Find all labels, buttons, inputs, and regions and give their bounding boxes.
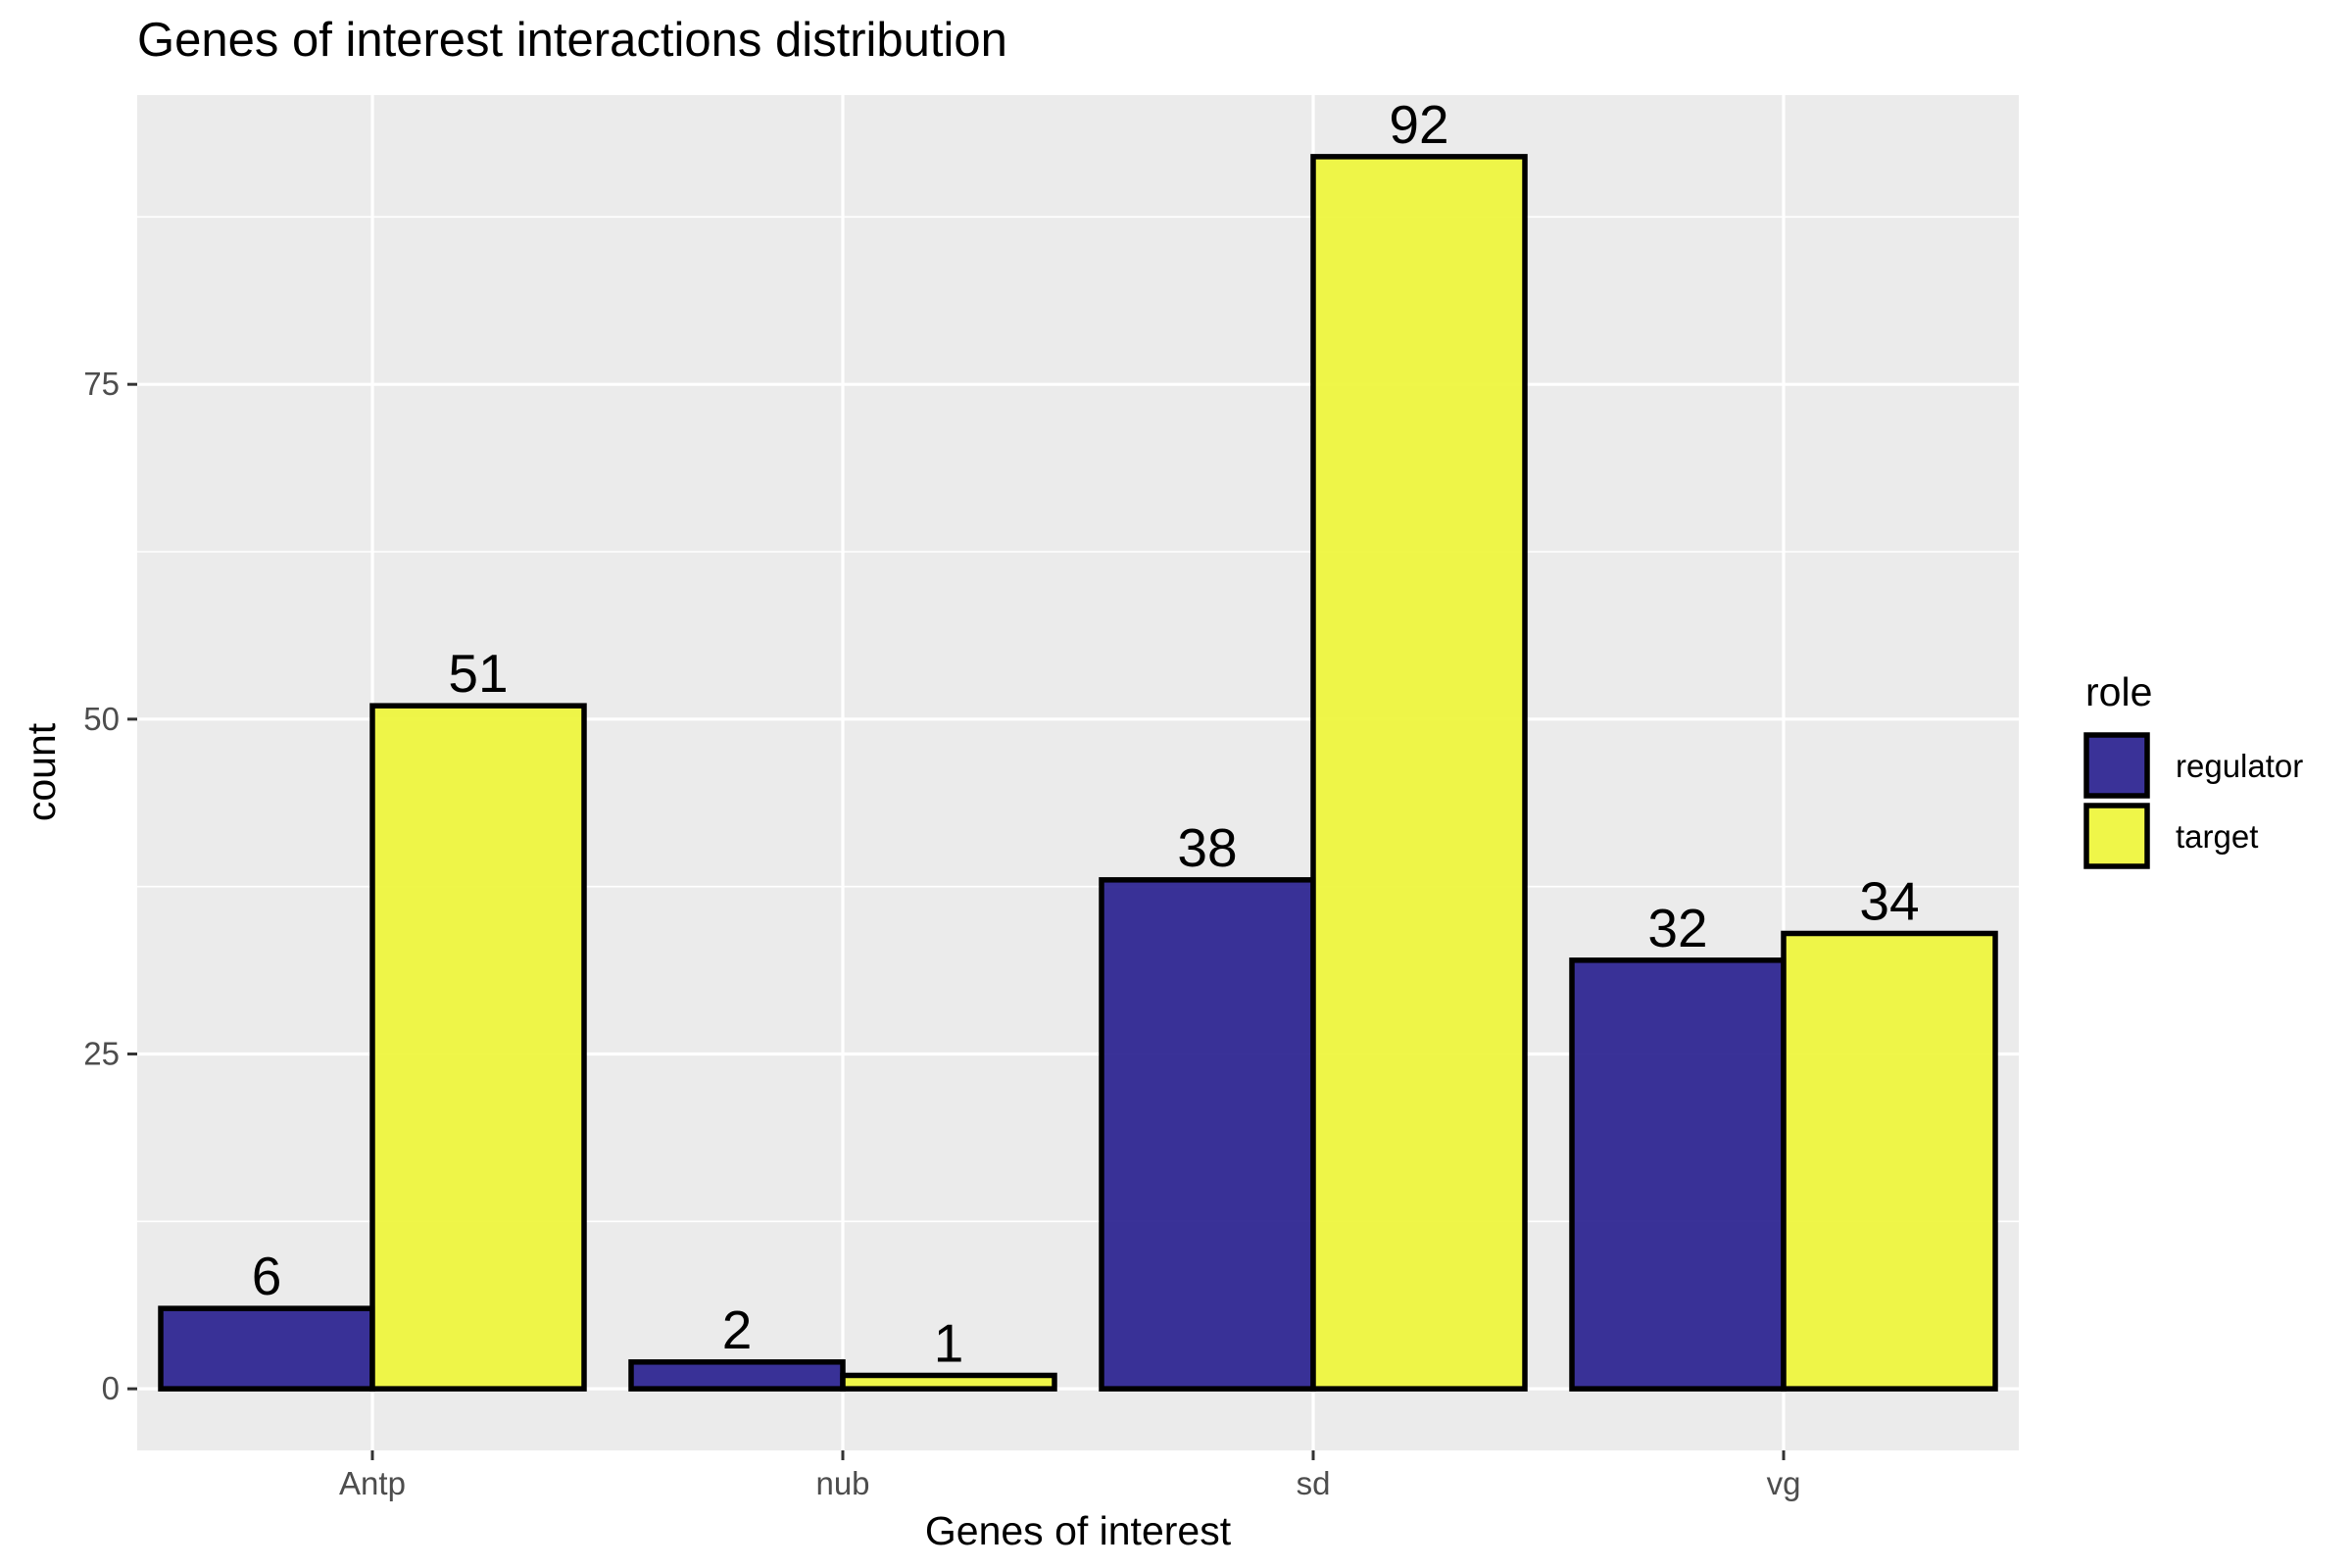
bar — [1781, 930, 1998, 1392]
y-tick-label: 50 — [83, 701, 120, 737]
bar — [840, 1372, 1057, 1392]
data-label: 38 — [1177, 817, 1237, 878]
bars — [158, 154, 1998, 1392]
bar — [369, 703, 587, 1392]
legend: role regulator target — [2083, 669, 2303, 869]
x-tick-label: nub — [815, 1465, 869, 1501]
legend-label: regulator — [2176, 748, 2303, 784]
bar — [1310, 154, 1528, 1392]
legend-key — [2083, 803, 2150, 869]
bar — [628, 1359, 846, 1392]
chart-title: Genes of interest interactions distribut… — [137, 14, 1007, 67]
data-label: 2 — [722, 1299, 753, 1360]
y-axis-title: count — [19, 722, 64, 821]
data-label: 34 — [1859, 870, 1919, 931]
bar — [158, 1305, 375, 1392]
x-axis: Antp nub sd vg — [339, 1450, 1800, 1501]
x-tick-label: Antp — [339, 1465, 406, 1501]
legend-key — [2083, 732, 2150, 799]
data-labels: 6 2 38 32 51 1 92 34 — [252, 94, 1920, 1374]
legend-title: role — [2085, 669, 2152, 714]
data-label: 6 — [252, 1246, 282, 1306]
legend-label: target — [2176, 818, 2258, 855]
y-tick-label: 0 — [102, 1370, 120, 1406]
x-axis-title: Genes of interest — [925, 1508, 1232, 1553]
data-label: 51 — [448, 643, 508, 704]
bar — [1569, 957, 1787, 1392]
y-tick-label: 25 — [83, 1035, 120, 1071]
data-label: 32 — [1647, 898, 1707, 958]
bar — [1099, 877, 1316, 1392]
y-axis: 0 25 50 75 — [83, 366, 137, 1406]
x-tick-label: vg — [1767, 1465, 1801, 1501]
y-tick-label: 75 — [83, 366, 120, 402]
data-label: 92 — [1389, 94, 1448, 155]
x-tick-label: sd — [1297, 1465, 1331, 1501]
data-label: 1 — [934, 1312, 964, 1373]
